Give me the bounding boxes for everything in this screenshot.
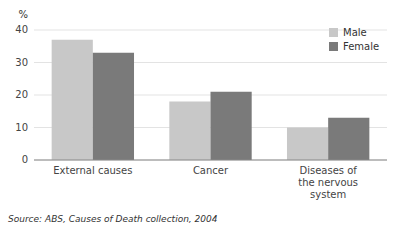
y-tick-label: 0 [22, 154, 28, 165]
y-tick-label: 30 [15, 57, 28, 68]
chart: 0 10 20 30 40% External causes Cancer Diseases … [0, 0, 397, 227]
x-tick-label-line: Cancer [193, 165, 229, 176]
grid-line [34, 160, 387, 161]
bar [169, 102, 210, 161]
x-axis-line [34, 160, 387, 161]
grid [34, 30, 387, 160]
y-tick-label: 10 [15, 122, 28, 133]
x-tick-label: External causes [53, 165, 132, 176]
x-tick-label: Diseases ofthe nervoussystem [298, 165, 358, 200]
bars [52, 40, 370, 160]
bar [287, 128, 328, 161]
legend-label: Male [343, 27, 367, 38]
x-tick-label-line: Diseases of [299, 165, 357, 176]
bar [93, 53, 134, 160]
y-axis-label: % [18, 9, 28, 20]
bar [328, 118, 369, 160]
x-tick-label-line: system [310, 189, 346, 200]
legend-swatch [329, 42, 338, 51]
x-tick-label-line: External causes [53, 165, 132, 176]
legend: Male Female [329, 27, 379, 52]
x-tick-label-line: the nervous [298, 177, 358, 188]
y-tick-label: 20 [15, 89, 28, 100]
legend-label: Female [343, 41, 379, 52]
y-tick-label: 40 [15, 24, 28, 35]
source-note: Source: ABS, Causes of Death collection,… [8, 214, 218, 224]
chart-container: 0 10 20 30 40% External causes Cancer Diseases … [0, 0, 397, 227]
x-tick-label: Cancer [193, 165, 229, 176]
legend-swatch [329, 28, 338, 37]
bar [52, 40, 93, 160]
bar [211, 92, 252, 160]
